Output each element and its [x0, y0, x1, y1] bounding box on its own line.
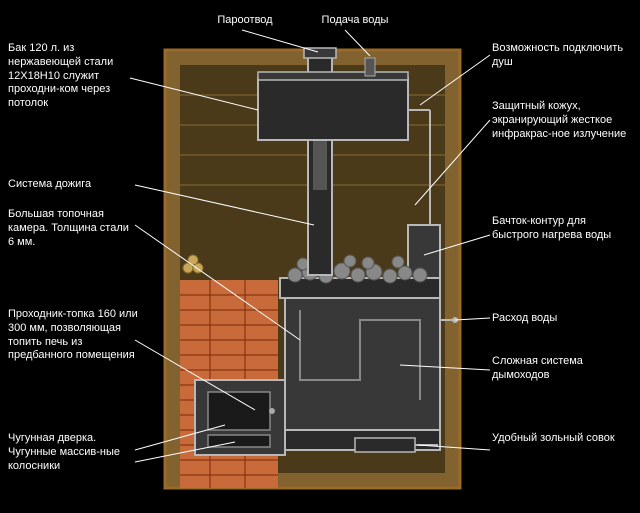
label-cast-iron-door: Чугунная дверка. Чугунные массив-ные кол…	[8, 432, 140, 473]
label-water-inlet: Подача воды	[310, 14, 400, 28]
ash-scoop	[355, 438, 415, 452]
label-water-loop: Бачток-контур для быстрого нагрева воды	[492, 215, 627, 243]
label-heat-shield: Защитный кожух, экранирующий жесткое инф…	[492, 100, 632, 141]
label-tunnel: Проходник-топка 160 или 300 мм, позволяю…	[8, 308, 138, 363]
label-shower-option: Возможность подключить душ	[492, 42, 627, 70]
label-steam-outlet: Пароотвод	[205, 14, 285, 28]
label-flue-system: Сложная система дымоходов	[492, 355, 627, 383]
label-afterburn: Система дожига	[8, 178, 138, 192]
stove-body	[285, 295, 440, 450]
label-water-flow: Расход воды	[492, 312, 622, 326]
label-tank-120l: Бак 120 л. из нержавеющей стали 12Х18Н10…	[8, 42, 140, 111]
label-ash-scoop: Удобный зольный совок	[492, 432, 622, 446]
firebox-door	[195, 380, 285, 455]
label-firebox-chamber: Большая топочная камера. Толщина стали 6…	[8, 208, 138, 249]
